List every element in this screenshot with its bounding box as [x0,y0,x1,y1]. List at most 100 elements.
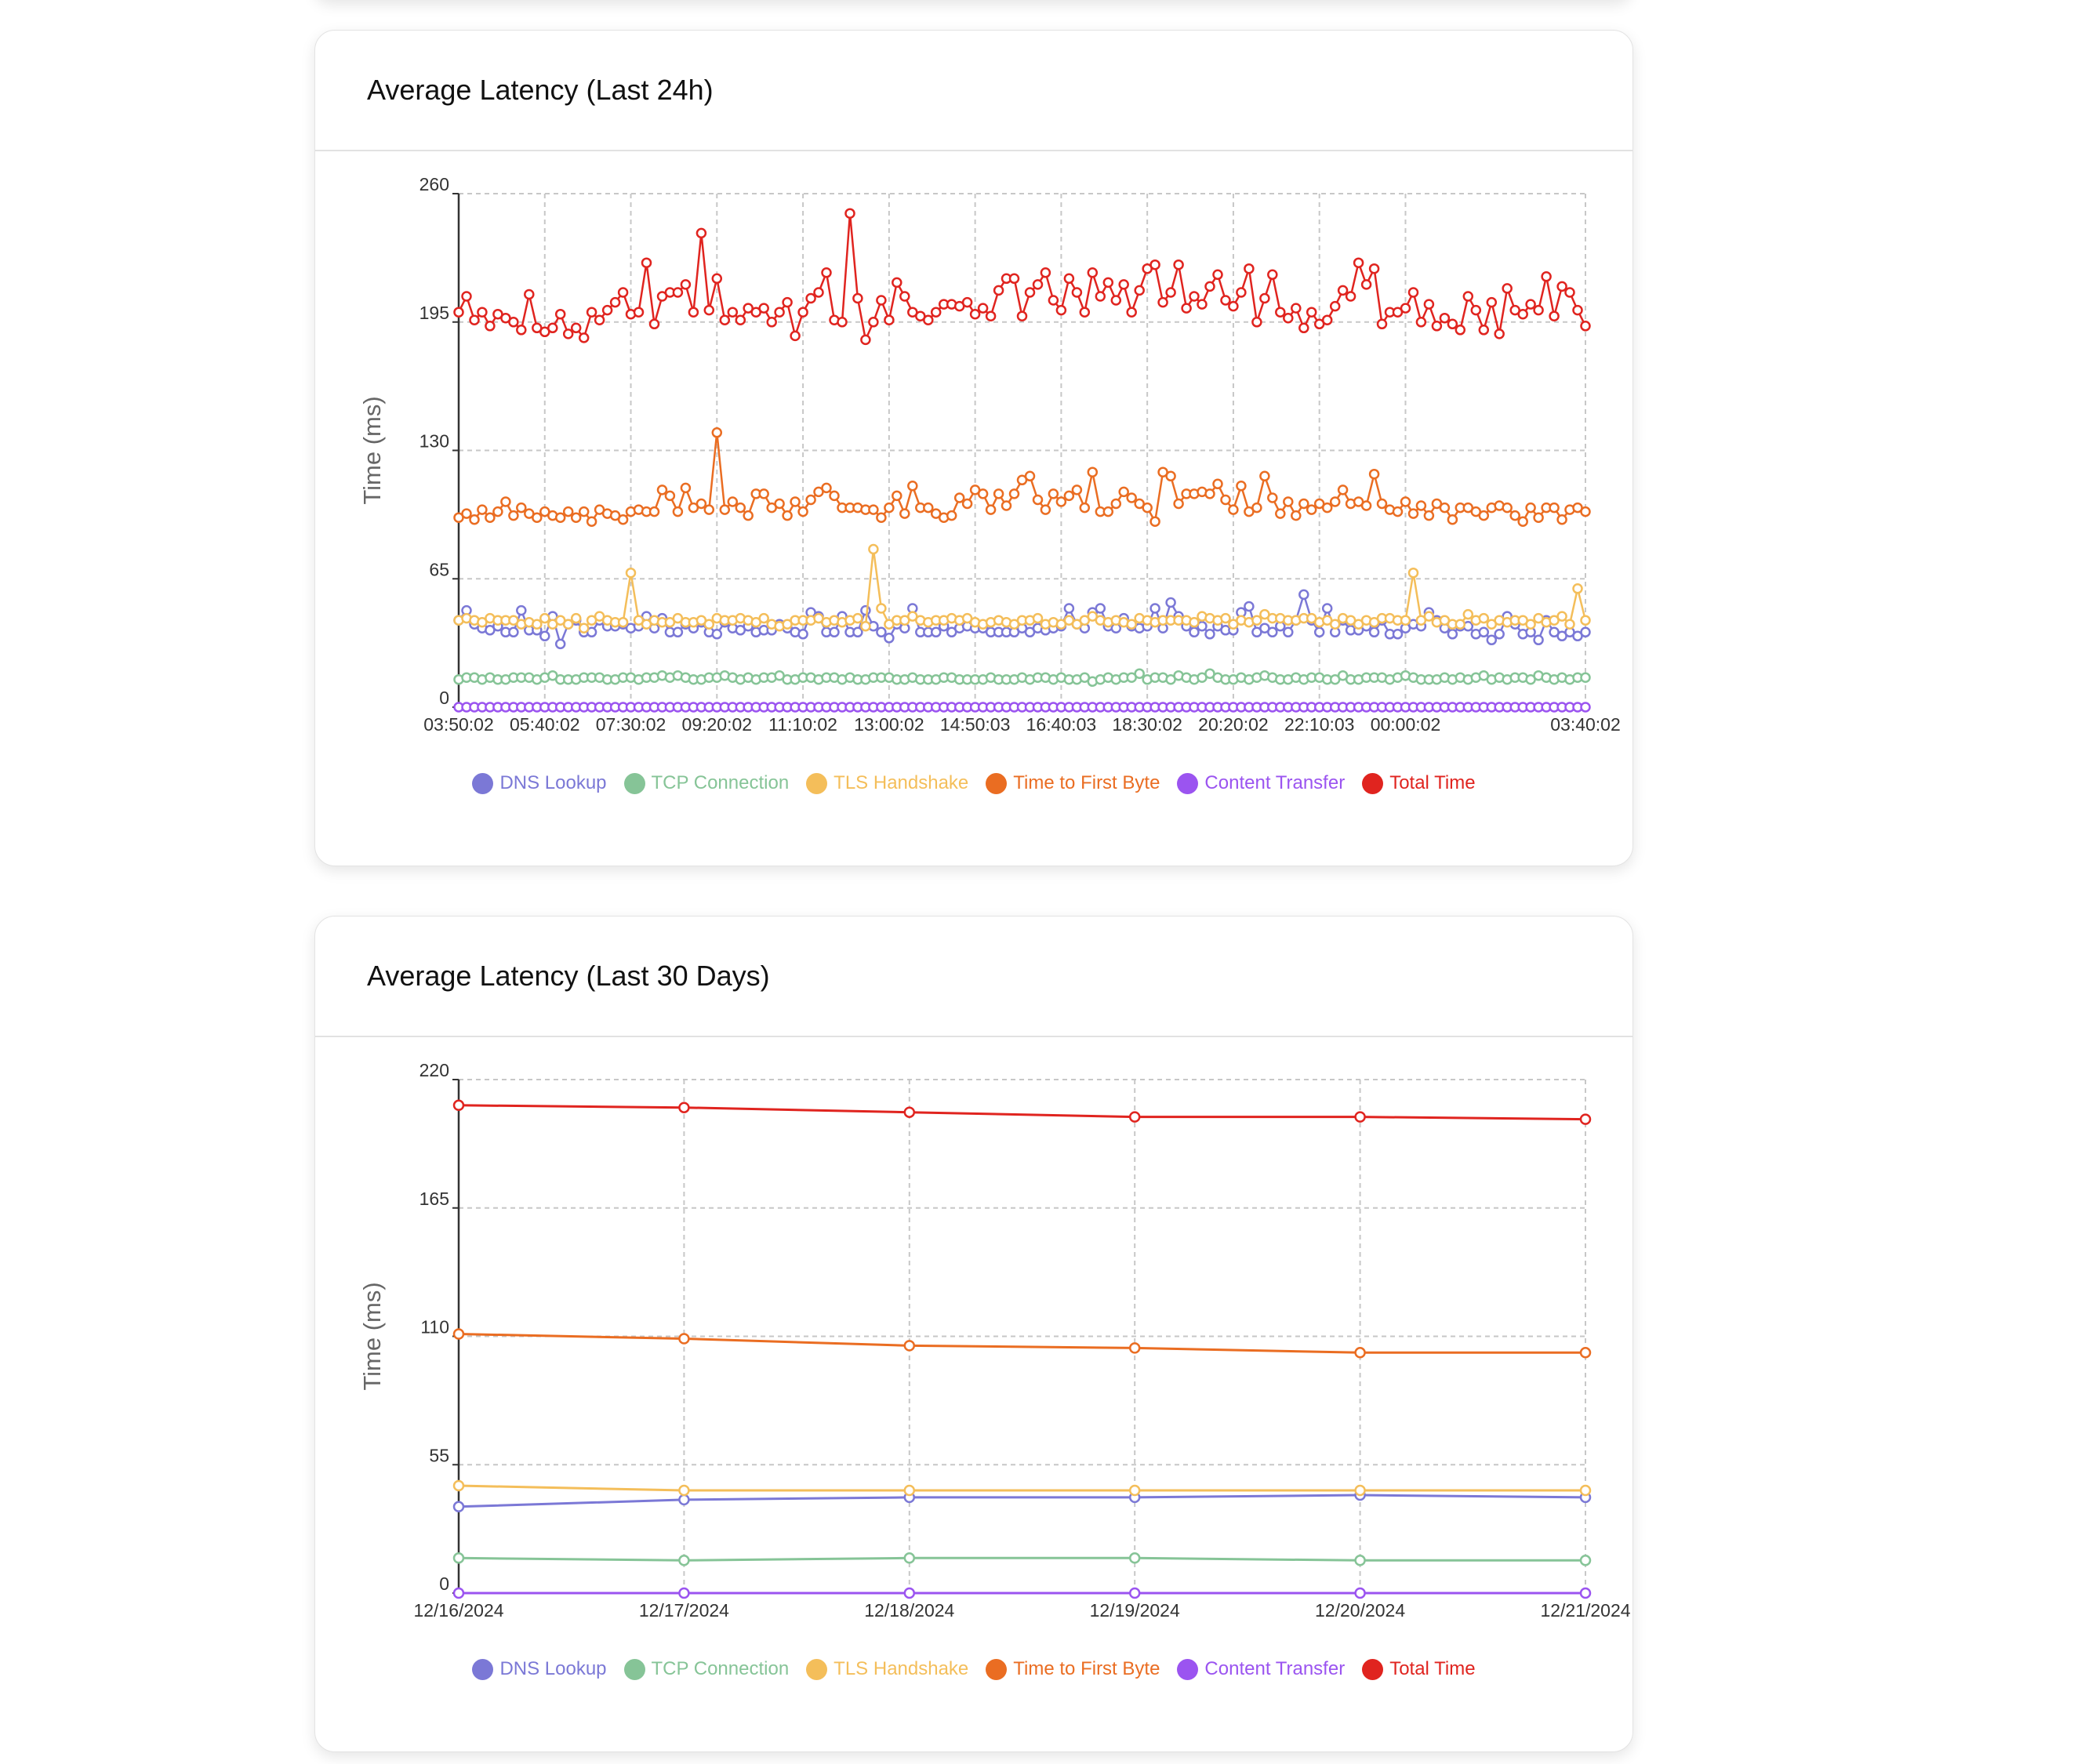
data-point-total[interactable] [797,307,808,318]
data-point-ttfb[interactable] [516,502,527,514]
data-point-ttfb[interactable] [1157,466,1168,477]
data-point-total[interactable] [868,317,879,328]
data-point-total[interactable] [821,267,832,278]
data-point-total[interactable] [1431,321,1443,332]
data-point-ttfb[interactable] [805,494,816,506]
data-point-ttfb[interactable] [1376,498,1388,510]
data-point-dns[interactable] [884,633,895,644]
data-point-total[interactable] [1024,287,1036,298]
data-point-total[interactable] [1197,299,1208,310]
data-point-total[interactable] [1220,295,1231,306]
data-point-ttfb[interactable] [797,506,808,517]
data-point-total[interactable] [672,287,684,298]
data-point-total[interactable] [1580,321,1591,332]
data-point-total[interactable] [1173,259,1184,270]
data-point-ttfb[interactable] [961,498,973,510]
data-point-total[interactable] [1313,318,1325,330]
data-point-ttfb[interactable] [1283,496,1294,507]
data-point-ttfb[interactable] [977,488,989,499]
data-point-dns[interactable] [1533,634,1544,646]
data-point-total[interactable] [1165,287,1176,298]
data-point-dns[interactable] [1368,626,1380,638]
data-point-total[interactable] [1400,303,1411,314]
data-point-dns[interactable] [1321,603,1333,614]
data-point-tcp[interactable] [678,1555,690,1566]
data-point-tls[interactable] [1556,611,1567,622]
data-point-ttfb[interactable] [1204,488,1215,499]
data-point-total[interactable] [1118,279,1129,290]
data-point-total[interactable] [1071,287,1083,298]
data-point-ttfb[interactable] [1110,498,1122,510]
legend-item-tcp-connection[interactable]: TCP Connection [623,772,789,794]
data-point-tls[interactable] [860,620,871,632]
data-point-tls[interactable] [750,616,761,628]
data-point-total[interactable] [813,287,824,298]
data-point-content[interactable] [452,1587,465,1599]
data-point-total[interactable] [876,295,887,306]
data-point-total[interactable] [923,314,934,325]
data-point-ttfb[interactable] [1128,1342,1141,1354]
data-point-ttfb[interactable] [570,512,582,523]
data-point-total[interactable] [703,304,715,316]
legend-item-tcp-connection[interactable]: TCP Connection [623,1658,789,1680]
data-point-total[interactable] [1407,287,1419,298]
data-point-ttfb[interactable] [688,502,699,514]
legend-item-tls-handshake[interactable]: TLS Handshake [806,772,968,794]
data-point-dns[interactable] [860,604,871,616]
data-point-total[interactable] [586,307,597,318]
data-point-ttfb[interactable] [452,1328,465,1340]
data-point-tls[interactable] [1423,611,1435,622]
data-point-total[interactable] [977,303,989,314]
data-point-ttfb[interactable] [1329,496,1341,507]
data-point-total[interactable] [1494,328,1505,339]
data-point-tls[interactable] [703,619,715,630]
data-point-ttfb[interactable] [1024,470,1036,482]
data-point-tls[interactable] [1533,612,1544,624]
data-point-tls[interactable] [1354,1484,1366,1497]
data-point-ttfb[interactable] [1055,496,1067,507]
data-point-tcp[interactable] [1354,1555,1366,1566]
data-point-tls[interactable] [813,612,824,624]
data-point-ttfb[interactable] [946,510,957,521]
data-point-ttfb[interactable] [1415,500,1427,511]
data-point-tls[interactable] [594,611,605,622]
data-point-tcp[interactable] [1128,1552,1141,1564]
data-point-dns[interactable] [1447,629,1458,640]
data-point-total[interactable] [1128,1111,1141,1123]
data-point-total[interactable] [711,273,723,285]
data-point-total[interactable] [1298,322,1309,334]
data-point-total[interactable] [1008,273,1020,285]
data-point-ttfb[interactable] [790,496,801,507]
data-point-tls[interactable] [578,622,590,633]
data-point-total[interactable] [1181,303,1192,314]
data-point-dns[interactable] [946,626,957,638]
data-point-tls[interactable] [903,1484,916,1497]
data-point-total[interactable] [1345,291,1356,302]
data-point-total[interactable] [1251,317,1262,328]
data-point-ttfb[interactable] [1032,494,1044,506]
data-point-total[interactable] [508,317,519,328]
data-point-ttfb[interactable] [703,504,715,515]
data-point-total[interactable] [461,291,472,302]
data-point-ttfb[interactable] [1549,502,1560,514]
data-point-total[interactable] [1360,279,1372,290]
data-point-total[interactable] [633,307,645,318]
legend-item-content-transfer[interactable]: Content Transfer [1177,772,1345,794]
data-point-total[interactable] [782,296,793,308]
data-point-ttfb[interactable] [903,1340,916,1352]
data-point-total[interactable] [766,317,777,328]
data-point-total[interactable] [1447,318,1458,330]
data-point-ttfb[interactable] [1267,492,1278,503]
data-point-ttfb[interactable] [1556,514,1567,525]
data-point-ttfb[interactable] [586,516,597,527]
legend-item-dns-lookup[interactable]: DNS Lookup [472,1658,607,1680]
data-point-dns[interactable] [829,626,840,638]
data-point-total[interactable] [500,312,511,324]
data-point-tls[interactable] [570,612,582,624]
data-point-dns[interactable] [1244,601,1255,612]
data-point-tls[interactable] [1407,567,1419,579]
data-point-tls[interactable] [1306,612,1317,624]
data-point-ttfb[interactable] [1579,1347,1592,1359]
data-point-total[interactable] [469,314,480,325]
data-point-dns[interactable] [1165,597,1176,608]
